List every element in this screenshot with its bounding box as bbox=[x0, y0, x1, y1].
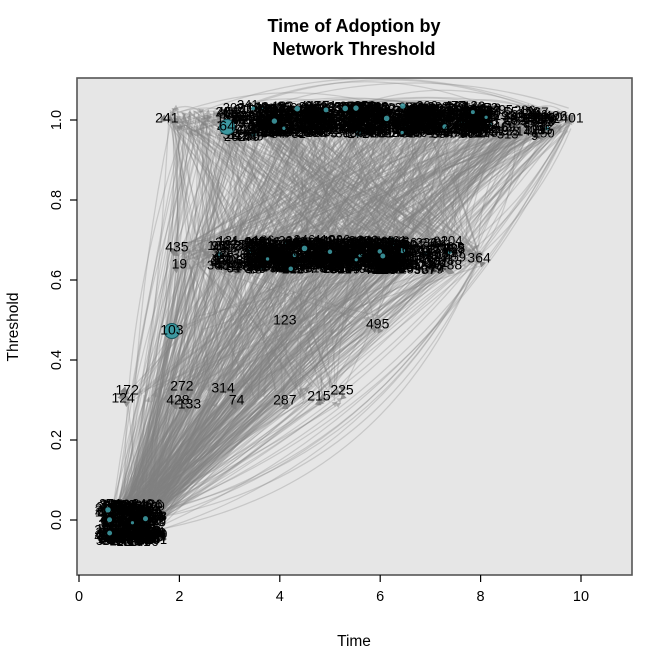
x-axis-title: Time bbox=[337, 633, 371, 650]
svg-text:215: 215 bbox=[307, 388, 331, 404]
svg-text:402: 402 bbox=[264, 102, 286, 117]
svg-text:347: 347 bbox=[324, 258, 346, 273]
svg-text:204: 204 bbox=[429, 241, 453, 257]
svg-text:0.4: 0.4 bbox=[49, 350, 65, 370]
svg-text:84: 84 bbox=[271, 126, 285, 141]
svg-text:74: 74 bbox=[229, 392, 245, 408]
svg-text:241: 241 bbox=[155, 110, 179, 126]
svg-text:71: 71 bbox=[397, 124, 411, 139]
svg-text:123: 123 bbox=[273, 312, 297, 328]
svg-text:288: 288 bbox=[439, 257, 463, 273]
svg-text:250: 250 bbox=[294, 124, 316, 139]
svg-text:401: 401 bbox=[560, 110, 584, 126]
svg-text:26: 26 bbox=[282, 111, 296, 126]
svg-text:408: 408 bbox=[248, 116, 270, 131]
svg-text:26: 26 bbox=[360, 122, 374, 137]
svg-text:223: 223 bbox=[116, 534, 138, 549]
svg-text:101: 101 bbox=[257, 101, 279, 116]
svg-text:2: 2 bbox=[175, 589, 183, 605]
svg-text:55: 55 bbox=[245, 129, 259, 144]
svg-text:223: 223 bbox=[260, 124, 282, 139]
svg-text:93: 93 bbox=[211, 238, 227, 254]
svg-text:0.2: 0.2 bbox=[49, 430, 65, 450]
svg-text:322: 322 bbox=[265, 104, 287, 119]
chart-title-line2: Network Threshold bbox=[272, 39, 435, 59]
svg-text:273: 273 bbox=[256, 115, 278, 130]
svg-text:6: 6 bbox=[260, 99, 267, 114]
svg-text:19: 19 bbox=[172, 256, 188, 272]
svg-text:339: 339 bbox=[253, 101, 275, 116]
svg-text:255: 255 bbox=[248, 236, 270, 251]
svg-text:196: 196 bbox=[273, 108, 295, 123]
svg-text:62: 62 bbox=[258, 113, 272, 128]
svg-text:53: 53 bbox=[227, 238, 243, 254]
svg-text:106: 106 bbox=[263, 109, 285, 124]
svg-text:348: 348 bbox=[271, 124, 293, 139]
svg-text:0.8: 0.8 bbox=[49, 190, 65, 210]
svg-text:177: 177 bbox=[260, 113, 282, 128]
svg-text:64: 64 bbox=[219, 118, 235, 134]
svg-text:487: 487 bbox=[260, 115, 282, 130]
svg-text:48: 48 bbox=[253, 120, 267, 135]
svg-text:162: 162 bbox=[270, 124, 292, 139]
svg-text:126: 126 bbox=[277, 117, 299, 132]
svg-text:456: 456 bbox=[386, 241, 410, 257]
svg-text:384: 384 bbox=[251, 102, 273, 117]
svg-text:6: 6 bbox=[376, 589, 384, 605]
svg-text:285: 285 bbox=[272, 105, 294, 120]
y-axis-title: Threshold bbox=[5, 293, 22, 362]
svg-text:195: 195 bbox=[529, 122, 553, 138]
svg-text:103: 103 bbox=[160, 322, 184, 338]
svg-text:248: 248 bbox=[289, 103, 311, 118]
svg-text:142: 142 bbox=[273, 105, 295, 120]
svg-text:452: 452 bbox=[363, 262, 385, 277]
svg-text:161: 161 bbox=[278, 107, 300, 122]
svg-text:135: 135 bbox=[247, 100, 269, 115]
svg-text:225: 225 bbox=[330, 382, 354, 398]
svg-text:279: 279 bbox=[130, 503, 152, 518]
svg-text:10: 10 bbox=[573, 589, 589, 605]
svg-text:450: 450 bbox=[261, 108, 283, 123]
svg-text:287: 287 bbox=[273, 392, 297, 408]
svg-text:45: 45 bbox=[214, 257, 230, 273]
svg-text:495: 495 bbox=[366, 316, 390, 332]
svg-text:390: 390 bbox=[248, 114, 270, 129]
svg-text:8: 8 bbox=[477, 589, 485, 605]
svg-text:124: 124 bbox=[111, 390, 135, 406]
svg-text:161: 161 bbox=[274, 118, 296, 133]
svg-text:48: 48 bbox=[271, 99, 285, 114]
svg-text:48: 48 bbox=[229, 257, 245, 273]
svg-text:1.0: 1.0 bbox=[49, 110, 65, 130]
chart-title-line1: Time of Adoption by bbox=[268, 16, 441, 36]
svg-text:453: 453 bbox=[257, 121, 279, 136]
svg-text:328: 328 bbox=[251, 103, 273, 118]
svg-text:178: 178 bbox=[271, 103, 293, 118]
svg-text:181: 181 bbox=[298, 261, 320, 276]
svg-text:0.6: 0.6 bbox=[49, 270, 65, 290]
svg-text:374: 374 bbox=[253, 116, 275, 131]
svg-text:474: 474 bbox=[272, 102, 294, 117]
svg-text:343: 343 bbox=[349, 105, 371, 120]
svg-text:4: 4 bbox=[276, 589, 284, 605]
svg-text:481: 481 bbox=[359, 236, 381, 251]
svg-text:147: 147 bbox=[268, 102, 290, 117]
svg-text:0: 0 bbox=[75, 589, 83, 605]
svg-text:497: 497 bbox=[256, 112, 278, 127]
svg-text:0.0: 0.0 bbox=[49, 510, 65, 530]
svg-text:133: 133 bbox=[178, 396, 202, 412]
svg-text:5: 5 bbox=[316, 242, 323, 257]
svg-text:431: 431 bbox=[410, 101, 432, 116]
svg-text:435: 435 bbox=[165, 239, 189, 255]
svg-text:364: 364 bbox=[467, 250, 491, 266]
svg-text:41: 41 bbox=[275, 111, 289, 126]
svg-text:145: 145 bbox=[248, 119, 270, 134]
